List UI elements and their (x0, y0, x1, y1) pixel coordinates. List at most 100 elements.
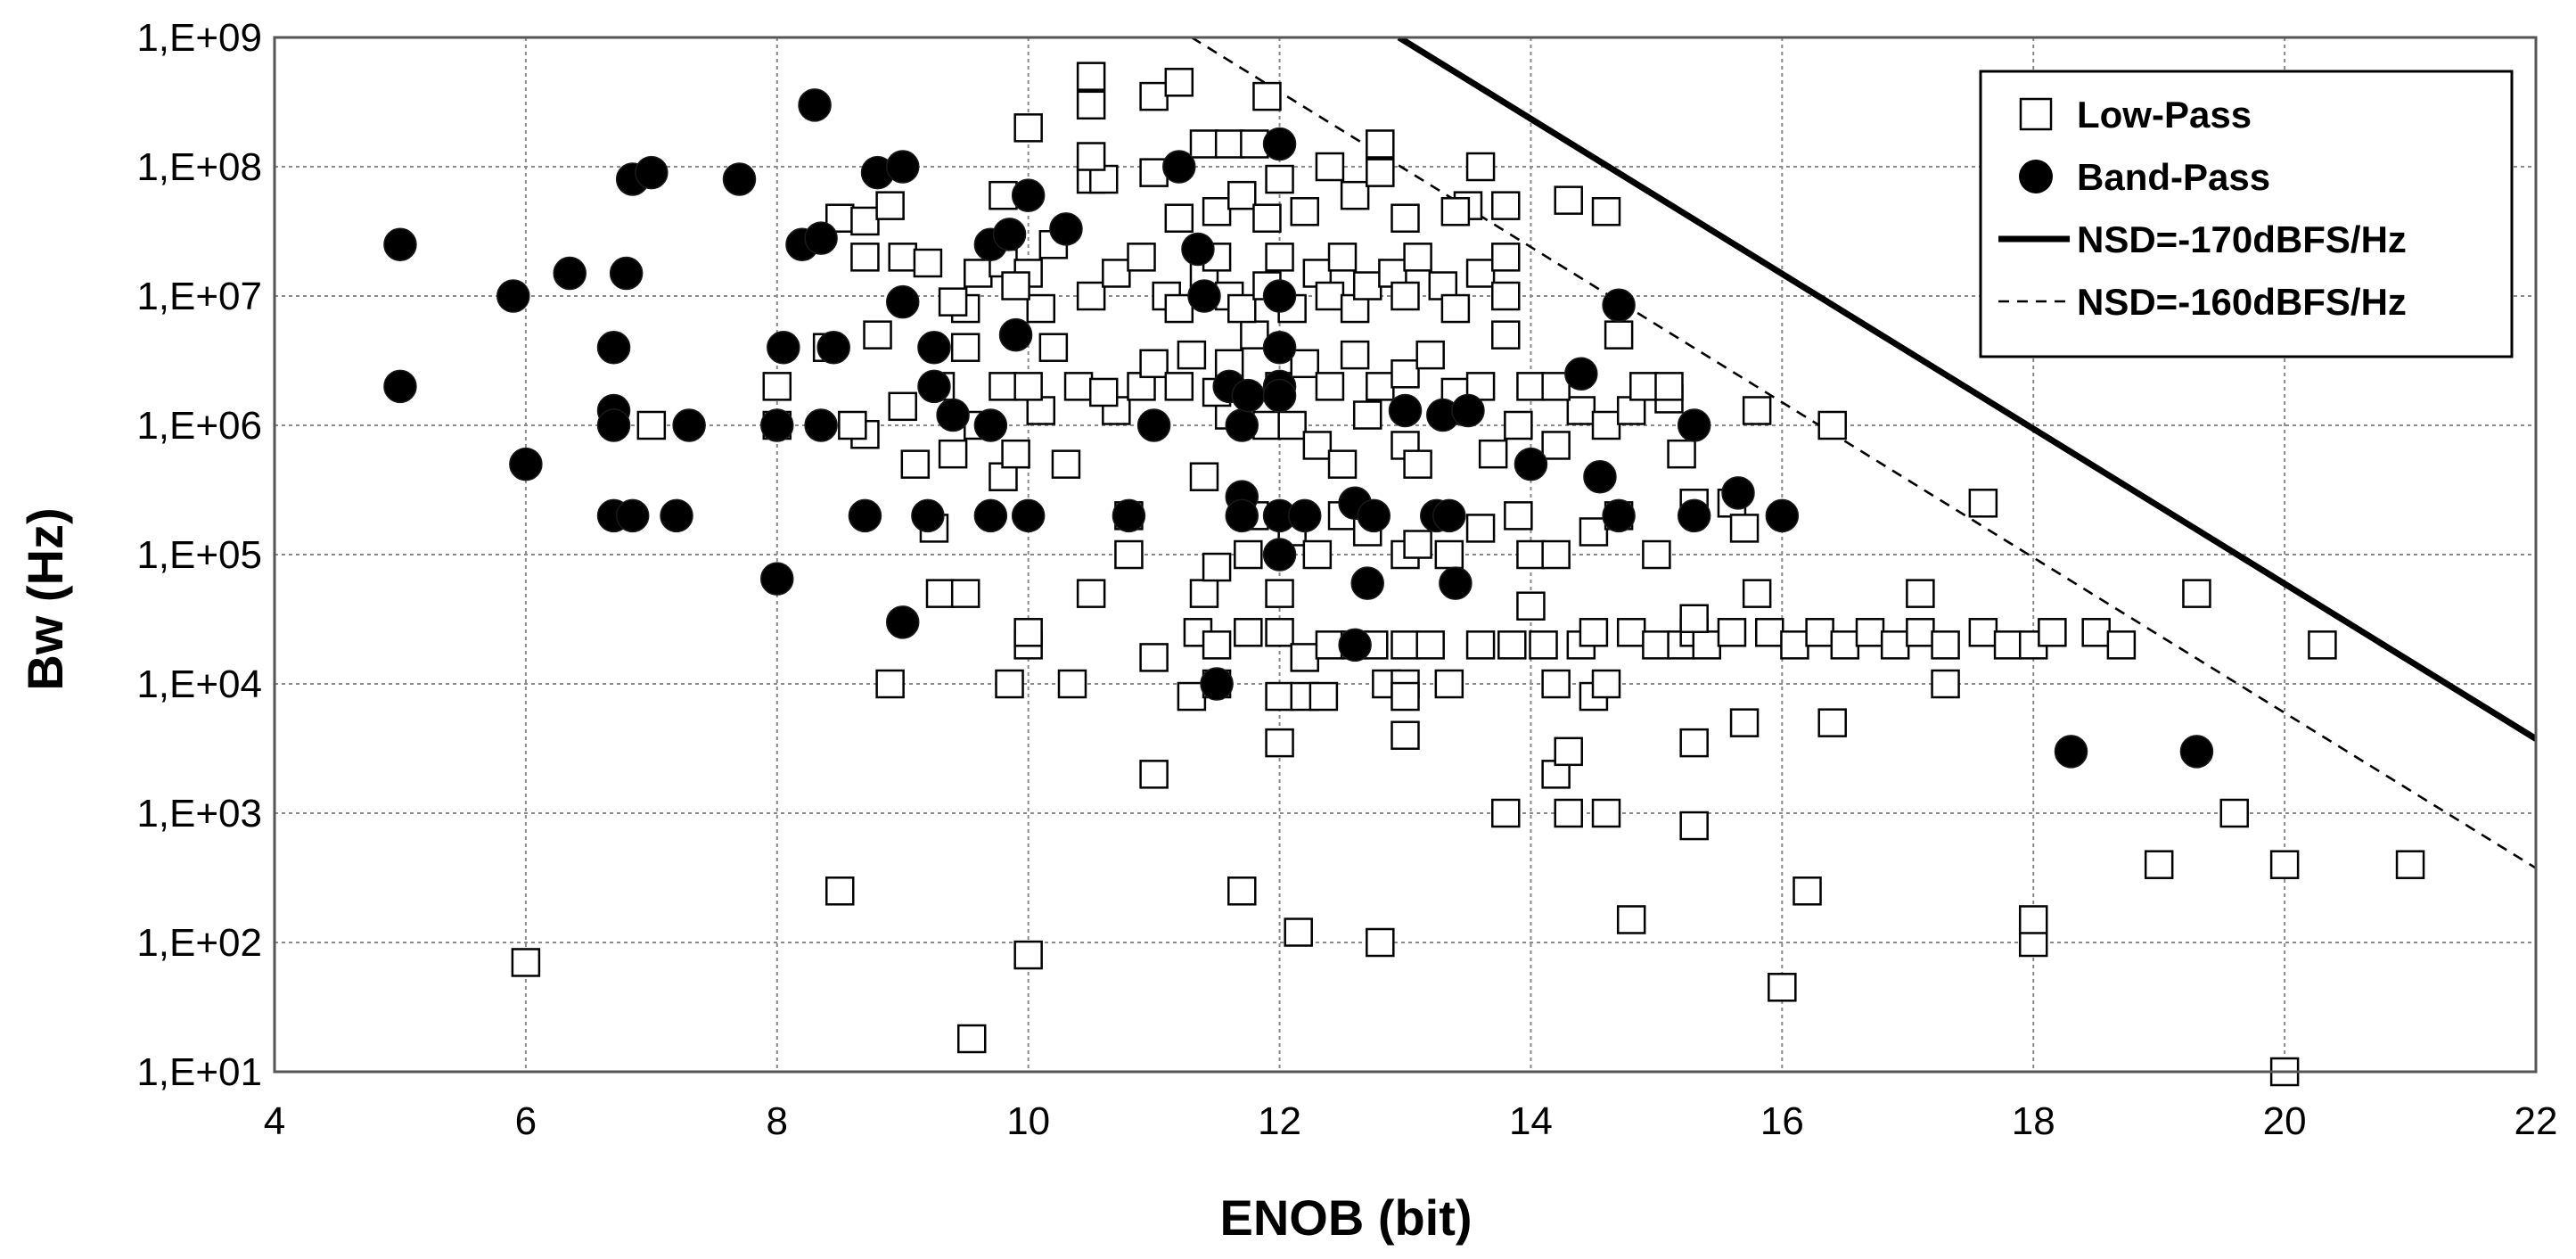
band-pass-point (885, 284, 920, 319)
low-pass-point (1391, 630, 1420, 660)
band-pass-point (496, 279, 530, 313)
low-pass-point (863, 320, 892, 350)
band-pass-point (1049, 212, 1083, 246)
low-pass-point (1026, 293, 1056, 324)
low-pass-point (1265, 728, 1294, 758)
low-pass-point (1434, 669, 1464, 699)
low-pass-point (1566, 396, 1596, 425)
low-pass-point (1265, 681, 1294, 712)
x-tick-label: 14 (1509, 1099, 1553, 1143)
low-pass-point (1164, 68, 1194, 97)
low-pass-point (1284, 918, 1313, 947)
low-pass-point (1906, 618, 1935, 647)
low-pass-point (1189, 462, 1219, 491)
y-tick-label: 1,E+08 (136, 145, 262, 189)
band-pass-point (1677, 408, 1711, 442)
low-pass-point (900, 449, 931, 479)
band-pass-point (1011, 498, 1046, 533)
low-pass-point (1227, 876, 1257, 906)
y-tick-label: 1,E+07 (136, 275, 262, 318)
legend-band-pass-marker (2019, 160, 2053, 193)
plot-frame (273, 36, 2538, 1074)
low-pass-point (1391, 359, 1420, 389)
band-pass-point (1162, 150, 1196, 184)
low-pass-point (2182, 579, 2211, 608)
low-pass-point (1001, 439, 1030, 469)
band-pass-point (1225, 498, 1259, 533)
band-pass-point (596, 408, 631, 442)
band-pass-point (973, 408, 1008, 442)
band-pass-point (1287, 498, 1322, 533)
band-pass-point (1564, 357, 1598, 391)
low-pass-point (1139, 349, 1169, 379)
low-pass-point (1139, 760, 1169, 789)
low-pass-point (1315, 152, 1345, 182)
low-pass-point (825, 876, 855, 906)
low-pass-point (1491, 243, 1521, 272)
low-pass-point (1391, 203, 1420, 233)
low-pass-point (1415, 340, 1445, 370)
low-pass-point (1063, 372, 1094, 401)
axes (273, 36, 2538, 1074)
low-pass-point (1290, 197, 1319, 226)
band-pass-point (1357, 498, 1391, 533)
low-pass-point (1391, 681, 1420, 712)
band-pass-point (760, 408, 794, 442)
band-pass-point (383, 227, 417, 262)
low-pass-point (1516, 539, 1546, 570)
low-pass-point (1038, 333, 1069, 362)
low-pass-point (1076, 142, 1106, 171)
band-pass-point (609, 256, 644, 291)
band-pass-point (1350, 566, 1384, 600)
low-pass-point (888, 243, 917, 272)
low-pass-point (1906, 579, 1935, 608)
low-pass-point (1616, 905, 1646, 934)
low-pass-point (511, 948, 541, 977)
low-pass-point (1366, 372, 1395, 401)
x-tick-label: 16 (1760, 1099, 1804, 1143)
low-pass-point (1968, 489, 1998, 518)
band-pass-point (917, 330, 951, 365)
low-pass-point (1265, 618, 1294, 647)
band-pass-point (936, 398, 970, 432)
low-pass-point (1265, 579, 1294, 608)
low-pass-point (1434, 539, 1464, 570)
y-axis-title: Bw (Hz) (17, 507, 73, 690)
band-pass-point (596, 330, 631, 365)
band-pass-point (1262, 538, 1297, 572)
low-pass-point (938, 439, 968, 469)
low-pass-point (1315, 372, 1345, 401)
low-pass-point (2018, 905, 2048, 934)
low-pass-point (1440, 197, 1471, 226)
low-pass-point (1817, 410, 1847, 440)
low-pass-point (1139, 81, 1169, 111)
band-pass-point (917, 369, 951, 404)
low-pass-point (1591, 410, 1621, 440)
low-pass-point (1729, 514, 1760, 543)
y-tick-label: 1,E+03 (136, 792, 262, 835)
low-pass-point (1554, 185, 1583, 215)
low-pass-point (2308, 630, 2337, 660)
low-pass-point (1465, 152, 1496, 182)
data-points (383, 62, 2425, 1087)
nsd-lines (1191, 37, 2536, 869)
legend-low-pass-marker (2019, 97, 2053, 131)
low-pass-point (1491, 798, 1521, 828)
low-pass-point (1189, 129, 1219, 159)
low-pass-point (875, 669, 905, 699)
low-pass-point (1604, 320, 1634, 350)
low-pass-point (1541, 539, 1571, 570)
low-pass-point (2219, 798, 2249, 828)
low-pass-point (1579, 618, 1609, 647)
band-pass-point (1583, 459, 1617, 494)
low-pass-point (2038, 618, 2067, 647)
x-axis-title: ENOB (bit) (1219, 1189, 1472, 1246)
low-pass-point (1366, 129, 1395, 159)
low-pass-point (1931, 630, 1960, 660)
low-pass-point (762, 372, 792, 401)
band-pass-point (1187, 279, 1221, 313)
low-pass-point (850, 243, 880, 272)
x-tick-label: 20 (2263, 1099, 2307, 1143)
band-pass-point (885, 150, 920, 184)
